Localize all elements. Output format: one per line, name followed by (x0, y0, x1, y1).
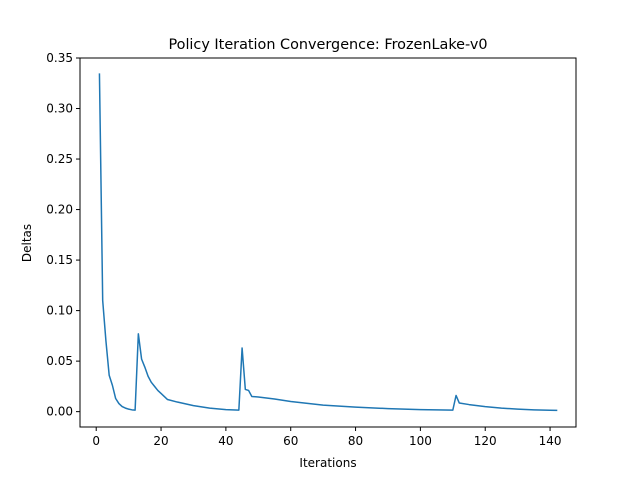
y-axis-label: Deltas (20, 224, 34, 262)
series-line-0 (98, 73, 558, 412)
y-tick-label: 0.10 (46, 304, 73, 318)
chart-title: Policy Iteration Convergence: FrozenLake… (168, 37, 487, 53)
plot-area (98, 73, 558, 412)
y-tick-label: 0.25 (46, 152, 73, 166)
x-tick-label: 60 (283, 434, 298, 448)
y-tick-label: 0.20 (46, 203, 73, 217)
x-tick-label: 120 (474, 434, 497, 448)
x-tick-label: 20 (153, 434, 168, 448)
x-axis-label: Iterations (299, 456, 356, 470)
x-tick-label: 140 (539, 434, 562, 448)
y-tick-label: 0.00 (46, 405, 73, 419)
y-axis: 0.00 0.05 0.10 0.15 0.20 0.25 0.30 0.35 (46, 51, 80, 419)
y-tick-label: 0.15 (46, 253, 73, 267)
x-tick-label: 0 (92, 434, 100, 448)
y-tick-label: 0.30 (46, 102, 73, 116)
x-tick-label: 100 (409, 434, 432, 448)
axes-frame (79, 57, 577, 428)
x-tick-label: 80 (348, 434, 363, 448)
x-tick-label: 40 (218, 434, 233, 448)
x-axis: 0 20 40 60 80 100 120 140 (92, 427, 562, 448)
y-tick-label: 0.35 (46, 51, 73, 65)
y-tick-label: 0.05 (46, 354, 73, 368)
